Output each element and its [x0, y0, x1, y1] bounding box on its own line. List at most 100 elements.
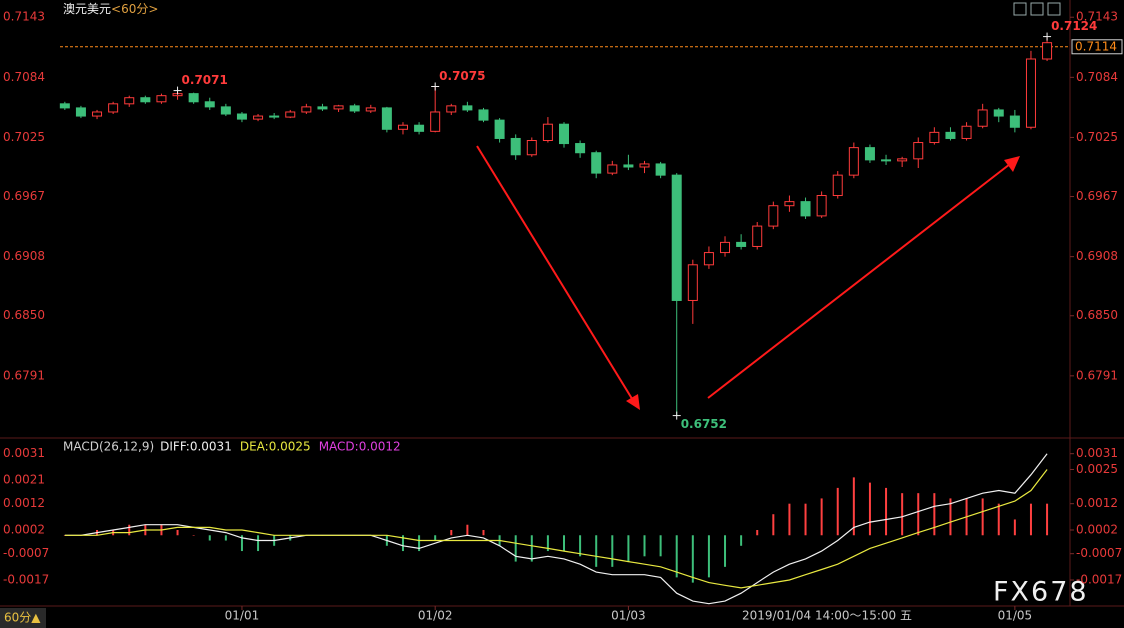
icon[interactable]: [1013, 2, 1027, 16]
candle-body: [381, 107, 392, 130]
histogram-bar: [724, 535, 727, 567]
histogram-bar: [240, 535, 243, 552]
y-tick-label: 0.0031: [3, 446, 45, 460]
histogram-bar: [820, 498, 823, 536]
candle-body: [494, 119, 505, 139]
candle-body: [510, 137, 521, 156]
histogram-bar: [418, 535, 421, 552]
candle-body: [92, 111, 103, 117]
histogram-bar: [401, 535, 404, 552]
candle-body: [736, 241, 747, 247]
candle-body: [285, 111, 296, 118]
period: <60分>: [111, 2, 158, 16]
histogram-bar: [450, 530, 453, 536]
histogram-bar: [579, 535, 582, 557]
histogram-bar: [466, 524, 469, 536]
y2-tick-label: -0.0017: [1076, 573, 1122, 587]
annotation: 0.7071: [182, 73, 228, 87]
candle-body: [639, 163, 650, 168]
y2-tick-label: 0.7084: [1076, 70, 1118, 84]
candle-body: [913, 142, 924, 160]
annotation: 0.6752: [681, 417, 727, 431]
y-tick-label: 0.6850: [3, 308, 45, 322]
candle-body: [1025, 58, 1036, 128]
x-tick-label: 01/01: [225, 609, 260, 623]
candle-body: [816, 195, 827, 217]
y2-tick-label: 0.0012: [1076, 496, 1118, 510]
candle-body: [720, 241, 731, 254]
histogram-bar: [482, 530, 485, 536]
candle-body: [655, 163, 666, 176]
icon[interactable]: [1047, 2, 1061, 16]
candle-body: [703, 252, 714, 266]
candle-body: [301, 106, 312, 113]
candle-body: [897, 158, 908, 162]
candle-body: [848, 147, 859, 176]
histogram-bar: [707, 535, 710, 578]
candle-body: [977, 109, 988, 127]
histogram-bar: [627, 535, 630, 562]
histogram-bar: [257, 535, 260, 552]
histogram-bar: [804, 503, 807, 536]
y-tick-label: 0.0012: [3, 496, 45, 510]
y-tick-label: -0.0007: [3, 546, 49, 560]
annotation: 0.7124: [1051, 19, 1097, 33]
y2-tick-label: 0.6850: [1076, 308, 1118, 322]
arrow: [707, 163, 1011, 399]
histogram-bar: [691, 535, 694, 583]
candle-body: [784, 201, 795, 207]
candle-body: [591, 152, 602, 174]
histogram-bar: [1013, 519, 1016, 536]
toolbar-icons[interactable]: [1013, 2, 1061, 16]
histogram-bar: [933, 493, 936, 536]
y-tick-label: 0.6908: [3, 249, 45, 263]
y-tick-label: 0.6967: [3, 189, 45, 203]
candle-body: [430, 111, 441, 132]
candle-body: [108, 103, 119, 113]
candle-body: [204, 101, 215, 108]
histogram-bar: [595, 535, 598, 567]
histogram-bar: [756, 530, 759, 536]
candle-body: [269, 115, 280, 118]
y-tick-label: 0.6791: [3, 368, 45, 382]
candle-body: [59, 103, 70, 109]
y2-tick-label: 0.6908: [1076, 249, 1118, 263]
watermark: FX678: [993, 577, 1089, 608]
candle-body: [864, 147, 875, 161]
candle-body: [397, 124, 408, 130]
y-tick-label: 0.0002: [3, 523, 45, 537]
histogram-bar: [981, 498, 984, 536]
y2-tick-label: 0.0025: [1076, 462, 1118, 476]
candle-body: [462, 105, 473, 111]
histogram-bar: [563, 535, 565, 552]
candle-body: [526, 140, 537, 156]
histogram-bar: [901, 493, 904, 536]
histogram-bar: [224, 535, 227, 541]
candle-body: [687, 264, 698, 301]
histogram-bar: [546, 535, 549, 552]
y-tick-label: 0.7025: [3, 130, 45, 144]
legend-entry: MACD:0.0012: [319, 440, 401, 454]
period-tab-label[interactable]: 60分▲: [4, 611, 41, 625]
candle-body: [253, 115, 264, 120]
candle-body: [414, 124, 425, 132]
y2-tick-label: 0.6967: [1076, 189, 1118, 203]
indicator-title: MACD(26,12,9): [63, 440, 154, 454]
candle-body: [752, 225, 763, 247]
histogram-bar: [1029, 503, 1032, 536]
candle-body: [961, 125, 972, 139]
candle-body: [768, 205, 779, 227]
candle-body: [542, 123, 553, 142]
histogram-bar: [176, 530, 179, 536]
y2-tick-label: 0.7143: [1076, 10, 1118, 24]
icon[interactable]: [1030, 2, 1044, 16]
histogram-bar: [208, 535, 211, 541]
candle-body: [800, 201, 811, 217]
candle-body: [832, 174, 843, 197]
period-tab[interactable]: [0, 608, 46, 628]
histogram-bar: [514, 535, 517, 562]
y-tick-label: 0.7084: [3, 70, 45, 84]
histogram-bar: [530, 535, 533, 562]
